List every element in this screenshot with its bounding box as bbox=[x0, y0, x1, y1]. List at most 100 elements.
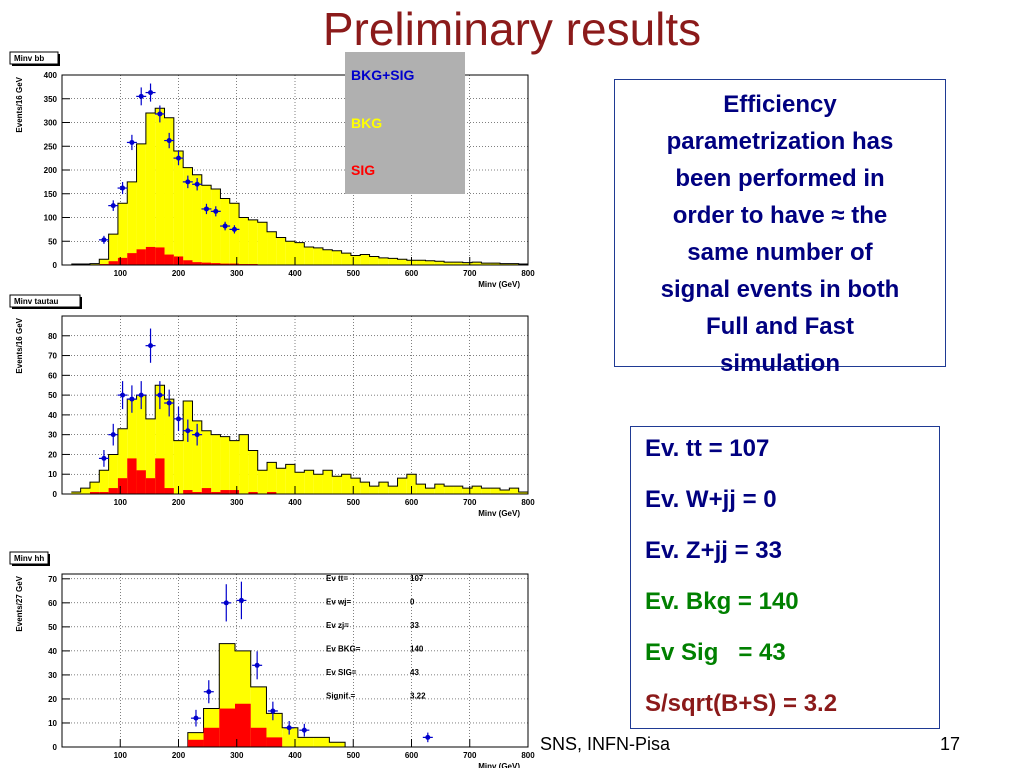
data-point bbox=[101, 455, 107, 461]
bkg-bar bbox=[304, 470, 314, 494]
bkg-bar bbox=[282, 727, 298, 747]
x-axis-label: Minv (GeV) bbox=[478, 762, 520, 768]
x-axis-label: Minv (GeV) bbox=[478, 509, 520, 518]
stats-value: 0 bbox=[410, 598, 415, 607]
stats-label: Ev wj= bbox=[326, 598, 351, 607]
sig-bar bbox=[211, 263, 221, 265]
bkg-bar bbox=[155, 108, 165, 265]
y-tick-label: 50 bbox=[48, 237, 57, 246]
bkg-bar bbox=[89, 263, 100, 265]
data-point bbox=[148, 90, 154, 96]
bkg-bar bbox=[453, 486, 463, 494]
y-axis-label: Events/27 GeV bbox=[15, 575, 24, 631]
x-tick-label: 100 bbox=[114, 269, 128, 278]
y-tick-label: 30 bbox=[48, 671, 57, 680]
x-tick-label: 800 bbox=[521, 498, 535, 507]
bkg-bar bbox=[350, 478, 361, 494]
bkg-bar bbox=[462, 262, 473, 265]
data-point bbox=[176, 416, 181, 422]
bkg-bar bbox=[220, 198, 230, 265]
bkg-bar bbox=[406, 474, 417, 494]
sig-bar bbox=[108, 261, 118, 265]
x-tick-label: 800 bbox=[521, 269, 535, 278]
x-tick-label: 600 bbox=[405, 751, 419, 760]
stats-label: Ev BKG= bbox=[326, 645, 361, 654]
bkg-bar bbox=[490, 263, 501, 265]
bkg-bar bbox=[472, 262, 482, 265]
bkg-bar bbox=[490, 488, 501, 494]
bkg-bar bbox=[127, 399, 137, 494]
stats-label: Ev tt= bbox=[326, 574, 348, 583]
bkg-bar bbox=[80, 488, 90, 494]
y-tick-label: 250 bbox=[44, 142, 58, 151]
bkg-bar bbox=[425, 488, 435, 494]
y-axis-label: Events/16 GeV bbox=[15, 76, 24, 132]
y-tick-label: 60 bbox=[48, 599, 57, 608]
bkg-bar bbox=[173, 151, 184, 265]
stats-label: Signif.= bbox=[326, 692, 355, 701]
sig-bar bbox=[220, 490, 230, 494]
y-tick-label: 70 bbox=[48, 352, 57, 361]
sig-bar bbox=[220, 263, 230, 265]
sig-bar bbox=[250, 727, 267, 747]
bkg-bar bbox=[416, 484, 426, 494]
bkg-bar bbox=[341, 474, 351, 494]
x-tick-label: 100 bbox=[114, 751, 128, 760]
sig-bar bbox=[99, 492, 109, 494]
result-line: S/sqrt(B+S) = 3.2 bbox=[645, 690, 838, 717]
bkg-bar bbox=[500, 263, 510, 265]
bkg-bar bbox=[313, 737, 330, 747]
bkg-bar bbox=[378, 482, 389, 494]
page-number: 17 bbox=[940, 734, 961, 754]
data-point bbox=[101, 237, 107, 243]
title-box bbox=[9, 551, 49, 565]
efficiency-line: signal events in both bbox=[660, 276, 900, 303]
bkg-bar bbox=[276, 468, 286, 494]
x-tick-label: 600 bbox=[405, 269, 419, 278]
bkg-bar bbox=[89, 482, 100, 494]
stats-value: 33 bbox=[410, 621, 419, 630]
data-point bbox=[223, 600, 229, 606]
x-tick-label: 500 bbox=[347, 751, 361, 760]
data-point bbox=[129, 139, 135, 145]
stats-value: 43 bbox=[410, 668, 419, 677]
result-line: Ev. tt = 107 bbox=[645, 435, 770, 462]
result-line: Ev Sig = 43 bbox=[645, 639, 786, 666]
sig-bar bbox=[117, 478, 128, 494]
sig-bar bbox=[127, 458, 137, 494]
bkg-bar bbox=[322, 470, 333, 494]
data-point bbox=[110, 432, 116, 438]
legend-label: BKG bbox=[351, 115, 382, 131]
sig-bar bbox=[229, 490, 240, 494]
bkg-bar bbox=[276, 237, 286, 265]
data-point bbox=[129, 396, 135, 402]
bkg-bar bbox=[229, 440, 240, 494]
histogram-title: Minv tautau bbox=[14, 297, 59, 306]
x-tick-label: 500 bbox=[347, 498, 361, 507]
x-tick-label: 700 bbox=[463, 498, 477, 507]
bkg-bar bbox=[329, 742, 346, 747]
sig-bar bbox=[235, 703, 251, 747]
efficiency-line: parametrization has bbox=[666, 128, 894, 155]
y-tick-label: 10 bbox=[48, 470, 57, 479]
data-point bbox=[138, 93, 144, 99]
y-tick-label: 40 bbox=[48, 647, 57, 656]
bkg-bar bbox=[99, 470, 109, 494]
sig-bar bbox=[145, 478, 156, 494]
bkg-bar bbox=[416, 260, 426, 265]
efficiency-line: order to have ≈ the bbox=[672, 202, 888, 229]
data-point bbox=[138, 392, 144, 398]
sig-bar bbox=[164, 488, 174, 494]
bkg-bar bbox=[136, 395, 146, 494]
bkg-bar bbox=[201, 430, 212, 494]
data-point bbox=[185, 179, 191, 185]
x-axis-label: Minv (GeV) bbox=[478, 280, 520, 289]
sig-bar bbox=[201, 262, 212, 265]
slide-title: Preliminary results bbox=[322, 3, 702, 55]
sig-bar bbox=[183, 490, 193, 494]
y-tick-label: 60 bbox=[48, 371, 57, 380]
bkg-bar bbox=[472, 486, 482, 494]
bkg-bar bbox=[332, 476, 342, 494]
bkg-bar bbox=[313, 247, 323, 265]
